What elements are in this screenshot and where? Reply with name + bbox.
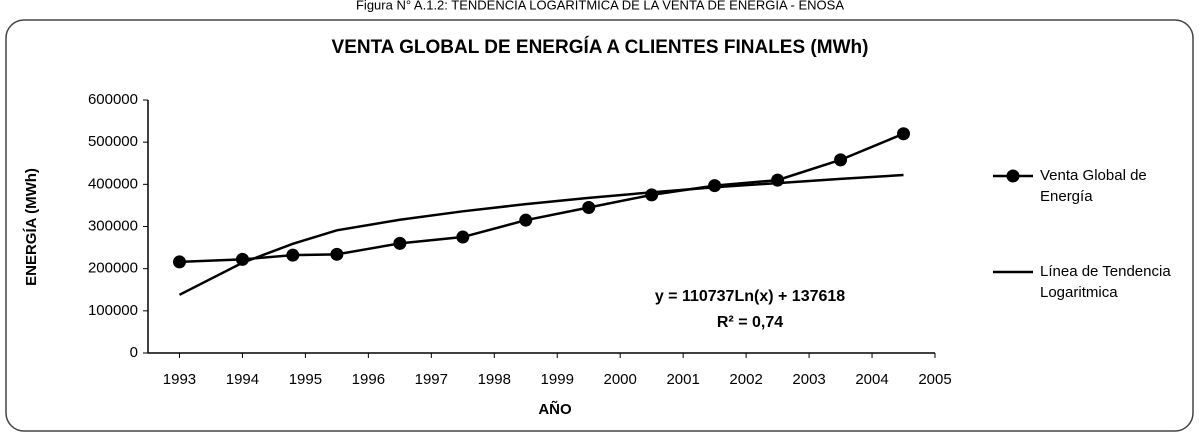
data-point [172, 255, 186, 269]
x-tick-label: 1996 [352, 371, 385, 388]
legend-label: Venta Global de Energía [1040, 167, 1147, 205]
y-tick-label: 200000 [88, 260, 138, 277]
data-point [582, 201, 596, 215]
data-point [330, 247, 344, 261]
y-tick-label: 300000 [88, 217, 138, 234]
data-point [771, 173, 785, 187]
data-point [456, 230, 470, 244]
y-tick-label: 0 [130, 344, 138, 361]
y-tick-label: 400000 [88, 175, 138, 192]
data-point [897, 127, 911, 141]
x-tick-label: 2004 [855, 371, 888, 388]
y-tick-label: 500000 [88, 133, 138, 150]
y-tick-label: 600000 [88, 91, 138, 108]
x-tick-label: 2001 [666, 371, 699, 388]
x-tick-label: 2005 [918, 371, 951, 388]
data-point [645, 188, 659, 202]
caption: Figura N° A.1.2: TENDENCIA LOGARÍTMICA D… [356, 0, 844, 12]
data-point [519, 213, 533, 227]
x-tick-label: 2003 [792, 371, 825, 388]
r-squared: R² = 0,74 [717, 314, 783, 331]
x-tick-label: 1995 [289, 371, 322, 388]
x-tick-label: 1993 [163, 371, 196, 388]
x-tick-label: 1997 [415, 371, 448, 388]
series-line [178, 173, 904, 296]
x-tick-label: 1999 [541, 371, 574, 388]
frame [5, 19, 1194, 432]
data-point [708, 179, 722, 193]
x-tick-label: 1994 [226, 371, 259, 388]
x-tick-label: 1998 [478, 371, 511, 388]
chart-title: VENTA GLOBAL DE ENERGÍA A CLIENTES FINAL… [332, 36, 869, 58]
legend-marker [1006, 169, 1020, 183]
y-tick-label: 100000 [88, 302, 138, 319]
data-point [834, 153, 848, 167]
y-axis-title: ENERGÍA (MWh) [23, 168, 40, 286]
data-point [286, 248, 300, 262]
legend-label: Línea de Tendencia Logaritmica [1040, 263, 1171, 301]
data-point [393, 236, 407, 250]
x-tick-label: 2000 [604, 371, 637, 388]
x-axis-title: AÑO [538, 400, 572, 418]
x-tick-label: 2002 [729, 371, 762, 388]
series-line [179, 132, 904, 264]
equation: y = 110737Ln(x) + 137618 [655, 288, 845, 305]
